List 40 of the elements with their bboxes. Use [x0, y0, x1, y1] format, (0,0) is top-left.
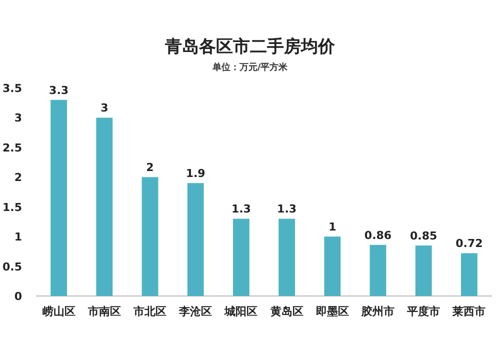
- y-tick-label: 1: [14, 230, 22, 244]
- y-tick-label: 2.5: [2, 141, 22, 154]
- data-label: 1.3: [231, 202, 251, 216]
- data-label: 1: [328, 220, 336, 234]
- data-label: 1.3: [277, 202, 297, 216]
- bar: [50, 100, 68, 296]
- y-tick-label: 1.5: [2, 200, 22, 214]
- x-tick-label: 黄岛区: [269, 305, 304, 318]
- data-label: 1.9: [186, 167, 206, 180]
- y-tick-label: 3: [14, 112, 22, 125]
- chart-title: 青岛各区市二手房均价: [164, 37, 336, 57]
- bar: [187, 183, 204, 296]
- x-tick-label: 胶州市: [360, 305, 394, 318]
- x-tick-label: 即墨区: [316, 305, 349, 318]
- data-label: 0.72: [456, 237, 483, 250]
- x-tick-label: 市北区: [132, 305, 166, 318]
- x-tick-label: 崂山区: [42, 305, 76, 318]
- data-label: 0.85: [410, 229, 438, 242]
- bar: [278, 218, 296, 296]
- bar: [96, 118, 113, 296]
- bar: [324, 236, 341, 296]
- data-label: 3.3: [49, 84, 69, 97]
- data-label: 0.86: [364, 228, 392, 242]
- y-tick-label: 3.5: [2, 82, 22, 95]
- x-tick-label: 市南区: [86, 305, 121, 318]
- x-tick-label: 李沧区: [178, 305, 212, 318]
- data-label: 3: [100, 102, 108, 115]
- bar: [370, 244, 386, 296]
- y-tick-label: 2: [14, 171, 22, 184]
- chart-subtitle: 单位：万元/平方米: [211, 62, 289, 73]
- x-tick-label: 莱西市: [452, 305, 486, 318]
- y-tick-label: 0: [14, 290, 22, 303]
- x-tick-label: 平度市: [406, 305, 440, 318]
- bar: [460, 253, 478, 296]
- y-tick-label: 0.5: [2, 260, 22, 274]
- bar: [142, 177, 158, 296]
- bar: [232, 218, 250, 296]
- bar: [415, 245, 432, 296]
- x-tick-label: 城阳区: [224, 305, 258, 318]
- data-label: 2: [146, 161, 154, 174]
